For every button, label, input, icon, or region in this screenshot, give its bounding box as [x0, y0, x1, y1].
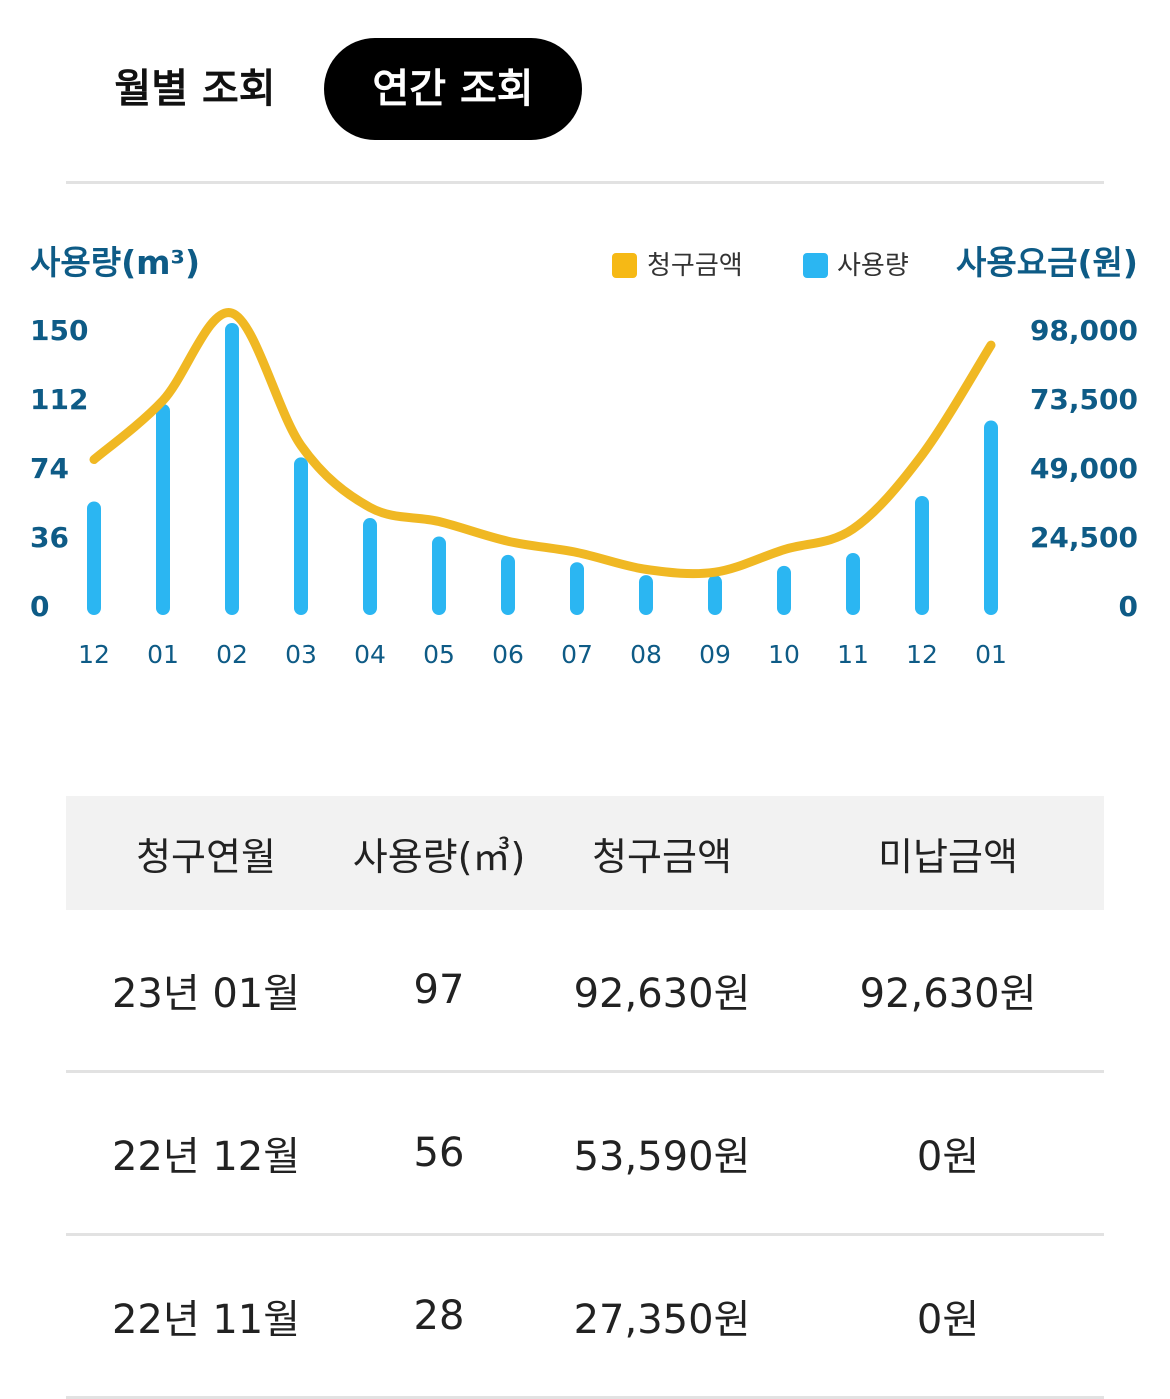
x-axis-tick: 05	[423, 640, 455, 669]
usage-chart: 사용량(m³) 사용요금(원) 청구금액 사용량 0 36 74 112 150 0 24…	[0, 220, 1170, 690]
billing-table: 청구연월 사용량(㎥) 청구금액 미납금액 23년 01월 97 92,630원…	[66, 796, 1104, 1399]
cell-usage: 28	[346, 1234, 532, 1399]
legend-label-usage: 사용량	[837, 251, 909, 281]
header-billed-amount: 청구금액	[532, 796, 792, 910]
cell-unpaid-amount: 92,630원	[792, 910, 1104, 1073]
x-axis-tick: 12	[906, 640, 938, 669]
left-axis-title: 사용량(m³)	[30, 243, 200, 282]
cell-unpaid-amount: 0원	[792, 1071, 1104, 1236]
cell-usage: 97	[346, 910, 532, 1073]
cell-unpaid-amount: 0원	[792, 1234, 1104, 1399]
x-axis-tick: 01	[975, 640, 1007, 669]
table-row[interactable]: 22년 11월 28 27,350원 0원	[66, 1234, 1104, 1399]
left-axis-tick: 36	[30, 521, 69, 554]
cell-usage: 56	[346, 1071, 532, 1236]
divider	[66, 181, 1104, 184]
x-axis-tick: 11	[837, 640, 869, 669]
x-axis-tick: 02	[216, 640, 248, 669]
x-axis-tick: 12	[78, 640, 110, 669]
cell-billed-amount: 92,630원	[532, 910, 792, 1073]
right-axis-tick: 0	[1119, 590, 1138, 623]
right-axis-tick: 98,000	[1030, 314, 1138, 347]
billed-amount-line	[89, 308, 996, 579]
x-axis-tick: 10	[768, 640, 800, 669]
right-axis-tick: 73,500	[1030, 383, 1138, 416]
x-axis-tick: 03	[285, 640, 317, 669]
x-axis-tick: 08	[630, 640, 662, 669]
x-axis-tick: 07	[561, 640, 593, 669]
cell-billing-month: 22년 11월	[66, 1234, 346, 1399]
cell-billed-amount: 27,350원	[532, 1234, 792, 1399]
header-billing-month: 청구연월	[66, 796, 346, 910]
header-usage: 사용량(㎥)	[346, 796, 532, 910]
tab-monthly[interactable]: 월별 조회	[114, 66, 276, 112]
left-axis-tick: 112	[30, 383, 88, 416]
view-tabs: 월별 조회 연간 조회	[0, 38, 1170, 140]
tab-yearly[interactable]: 연간 조회	[324, 38, 582, 140]
table-header-row: 청구연월 사용량(㎥) 청구금액 미납금액	[66, 796, 1104, 910]
cell-billed-amount: 53,590원	[532, 1071, 792, 1236]
legend-swatch-amount	[612, 253, 637, 278]
left-axis-tick: 0	[30, 590, 49, 623]
table-row[interactable]: 22년 12월 56 53,590원 0원	[66, 1071, 1104, 1236]
left-axis-tick: 150	[30, 314, 88, 347]
right-axis-tick: 49,000	[1030, 452, 1138, 485]
x-axis-tick: 01	[147, 640, 179, 669]
legend: 청구금액 사용량	[612, 251, 909, 281]
x-axis-tick: 06	[492, 640, 524, 669]
left-axis-tick: 74	[30, 452, 69, 485]
cell-billing-month: 23년 01월	[66, 910, 346, 1073]
x-axis-tick: 09	[699, 640, 731, 669]
right-axis-tick: 24,500	[1030, 521, 1138, 554]
x-axis-tick: 04	[354, 640, 386, 669]
legend-label-amount: 청구금액	[647, 251, 743, 281]
legend-swatch-usage	[803, 253, 828, 278]
cell-billing-month: 22년 12월	[66, 1071, 346, 1236]
header-unpaid-amount: 미납금액	[792, 796, 1104, 910]
table-row[interactable]: 23년 01월 97 92,630원 92,630원	[66, 910, 1104, 1073]
right-axis-title: 사용요금(원)	[956, 243, 1138, 282]
